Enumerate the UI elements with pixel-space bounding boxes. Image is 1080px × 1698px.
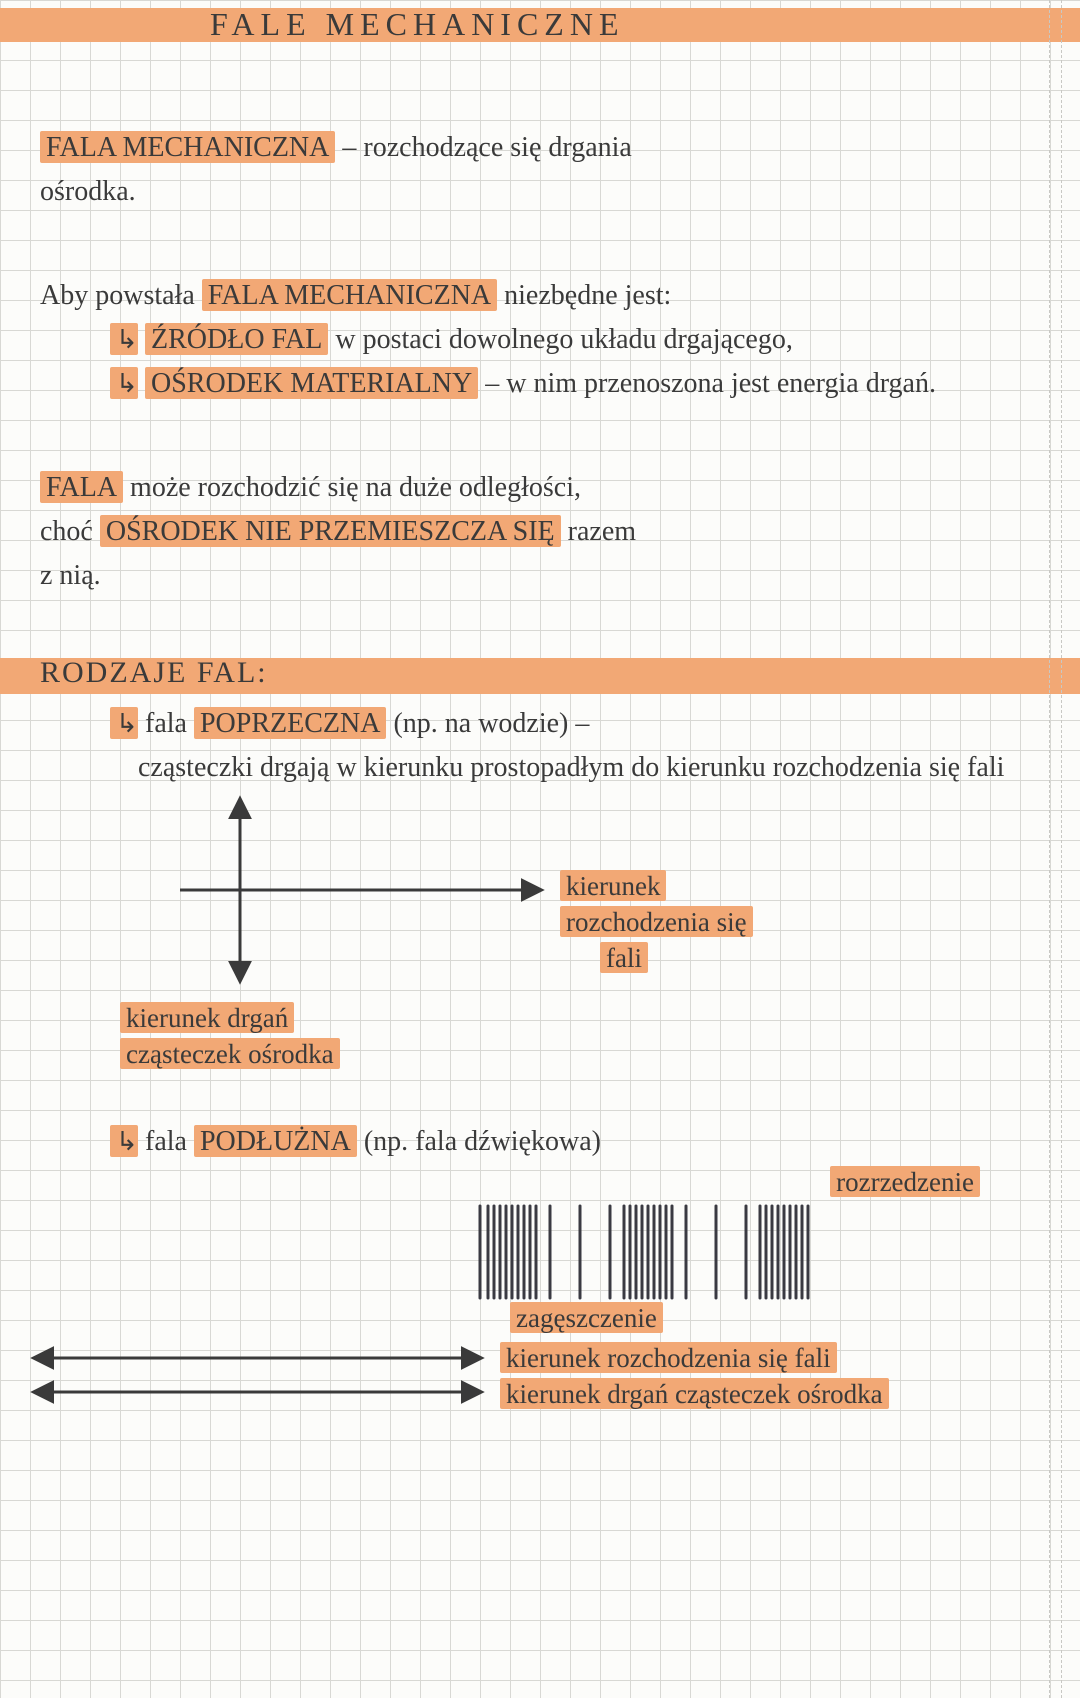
kinds-heading: RODZAJE FAL:: [40, 656, 1040, 690]
term-fala-mechaniczna: FALA MECHANICZNA: [40, 131, 335, 163]
note-term-2: OŚRODEK NIE PRZEMIESZCZA SIĘ: [100, 515, 561, 547]
diagram-transverse: kierunek rozchodzenia się fali kierunek …: [160, 790, 1040, 1110]
req-lead-1: Aby powstała: [40, 280, 202, 311]
req-item-1: ↳ ŹRÓDŁO FAL w postaci dowolnego układu …: [110, 318, 1040, 362]
page: FALE MECHANICZNE FALA MECHANICZNA – rozc…: [0, 0, 1080, 1698]
req-item-2-dash: –: [478, 368, 506, 399]
diag2-rare: rozrzedzenie: [830, 1166, 980, 1197]
note-text-2a: choć: [40, 516, 100, 547]
req-item-2-rest: w nim przenoszona jest energia drgań.: [506, 368, 936, 399]
diag2-bottom-2-label: kierunek drgań cząsteczek ośrodka: [500, 1376, 889, 1412]
kinds-heading-row: RODZAJE FAL:: [40, 658, 1040, 696]
diag1-right-2: rozchodzenia się: [560, 906, 753, 937]
paper-margin-line: [1061, 0, 1062, 1698]
kind-a-rest-1: (np. na wodzie) –: [386, 708, 589, 739]
arrow-icon: ↳: [110, 323, 138, 355]
req-item-1-term: ŹRÓDŁO FAL: [145, 323, 328, 355]
paper-margin-line: [1049, 0, 1050, 1698]
diag1-right-3: fali: [600, 942, 648, 973]
diag2-dense-label: zagęszczenie: [510, 1300, 663, 1336]
arrow-icon: ↳: [110, 707, 138, 739]
req-lead-2: niezbędne jest:: [497, 280, 671, 311]
diag1-down-1: kierunek drgań: [120, 1002, 294, 1033]
title-bar: FALE MECHANICZNE: [40, 8, 1040, 46]
page-title: FALE MECHANICZNE: [210, 6, 1040, 43]
diag1-down-label: kierunek drgań cząsteczek ośrodka: [120, 1000, 340, 1072]
kind-a-lead: fala: [145, 708, 194, 739]
kind-b-line: ↳ fala PODŁUŻNA (np. fala dźwiękowa): [110, 1120, 1040, 1164]
note-text-1: może rozchodzić się na duże odległości,: [123, 472, 581, 503]
definition-text-1: rozchodzące się drgania: [363, 132, 631, 163]
kind-a-term: POPRZECZNA: [194, 707, 386, 739]
diag1-right-1: kierunek: [560, 870, 666, 901]
arrow-icon: ↳: [110, 367, 138, 399]
requirements-block: Aby powstała FALA MECHANICZNA niezbędne …: [40, 274, 1040, 406]
definition-dash: –: [335, 132, 363, 163]
diag1-down-2: cząsteczek ośrodka: [120, 1038, 340, 1069]
note-term-1: FALA: [40, 471, 123, 503]
diagram-longitudinal: rozrzedzenie zagęszczenie kierunek rozch…: [40, 1170, 1040, 1390]
diag2-dense: zagęszczenie: [510, 1302, 663, 1333]
diag2-bottom-2: kierunek drgań cząsteczek ośrodka: [500, 1378, 889, 1409]
diag2-rare-label: rozrzedzenie: [830, 1164, 980, 1200]
arrow-icon: ↳: [110, 1125, 138, 1157]
kind-a-line: ↳ fala POPRZECZNA (np. na wodzie) – cząs…: [110, 702, 1040, 790]
kind-b-block: ↳ fala PODŁUŻNA (np. fala dźwiękowa): [40, 1120, 1040, 1164]
kind-b-rest: (np. fala dźwiękowa): [357, 1126, 601, 1157]
req-item-1-rest: w postaci dowolnego układu drgającego,: [328, 324, 792, 355]
diag1-right-label: kierunek rozchodzenia się fali: [560, 868, 753, 976]
diag2-bottom-1: kierunek rozchodzenia się fali: [500, 1342, 837, 1373]
req-term: FALA MECHANICZNA: [202, 279, 497, 311]
kind-a-block: ↳ fala POPRZECZNA (np. na wodzie) – cząs…: [40, 702, 1040, 790]
req-item-2: ↳ OŚRODEK MATERIALNY – w nim przenoszona…: [110, 362, 1040, 406]
kind-b-term: PODŁUŻNA: [194, 1125, 357, 1157]
req-item-2-term: OŚRODEK MATERIALNY: [145, 367, 478, 399]
note-text-3: z nią.: [40, 560, 101, 591]
longitudinal-wave-lines: [470, 1198, 870, 1308]
definition-text-2: ośrodka.: [40, 176, 136, 207]
diag2-bottom-1-label: kierunek rozchodzenia się fali: [500, 1340, 837, 1376]
definition-block: FALA MECHANICZNA – rozchodzące się drgan…: [40, 126, 1040, 214]
kind-b-lead: fala: [145, 1126, 194, 1157]
longitudinal-arrows: [20, 1340, 540, 1420]
kind-a-rest-2: cząsteczki drgają w kierunku prostopadły…: [138, 746, 1004, 790]
note-text-2b: razem: [561, 516, 636, 547]
note-block: FALA może rozchodzić się na duże odległo…: [40, 466, 1040, 598]
